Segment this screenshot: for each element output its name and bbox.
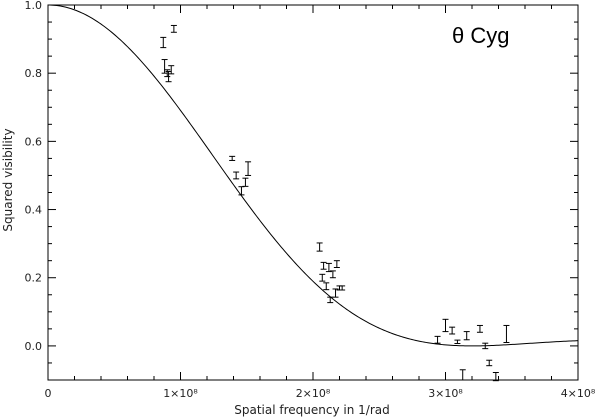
model-curve [47, 4, 579, 347]
data-point [329, 270, 336, 279]
y-tick-label: 0.6 [25, 135, 43, 148]
data-point [164, 69, 171, 78]
data-point [170, 24, 177, 33]
data-point [233, 171, 240, 180]
data-point [333, 260, 340, 268]
y-tick-label: 0.4 [25, 204, 43, 217]
data-point [486, 359, 493, 367]
data-point [327, 296, 334, 304]
data-point [339, 285, 346, 291]
data-point [161, 59, 168, 74]
data-point [503, 324, 510, 343]
x-tick-label: 3×10⁸ [428, 387, 463, 400]
data-point [160, 36, 167, 49]
data-points-layer [160, 24, 510, 382]
y-tick-label: 1.0 [25, 0, 43, 12]
data-point [454, 339, 461, 345]
data-point [442, 318, 449, 333]
data-point [229, 155, 236, 161]
data-point [459, 369, 466, 381]
y-tick-label: 0.2 [25, 272, 43, 285]
data-point [168, 65, 175, 75]
data-point [319, 273, 326, 282]
y-axis-label: Squared visibility [1, 128, 15, 231]
x-axis-ticks: 0 1×10⁸ 2×10⁸ 3×10⁸ 4×10⁸ [45, 5, 596, 400]
y-axis-ticks: 0.0 0.2 0.4 0.6 0.8 1.0 [25, 0, 578, 381]
x-tick-label: 1×10⁸ [163, 387, 198, 400]
x-tick-label: 0 [45, 387, 52, 400]
data-point [476, 324, 483, 333]
plot-border [47, 4, 579, 381]
data-point [332, 288, 339, 298]
x-axis-label: Spatial frequency in 1/rad [234, 403, 389, 417]
data-point [242, 177, 249, 187]
data-point [316, 242, 323, 252]
data-point [482, 342, 489, 350]
x-tick-label: 2×10⁸ [296, 387, 331, 400]
data-point [449, 326, 456, 335]
data-point [320, 261, 327, 270]
star-name-annotation: θ Cyg [452, 23, 509, 48]
y-tick-label: 0.0 [25, 340, 43, 353]
data-point [492, 372, 499, 382]
model-curve-layer [47, 4, 579, 347]
data-point [463, 331, 470, 341]
plot-frame [47, 4, 579, 381]
data-point [245, 161, 252, 176]
data-point [325, 262, 332, 273]
x-tick-label: 4×10⁸ [561, 387, 596, 400]
data-point [165, 70, 172, 83]
data-point [323, 282, 330, 291]
y-tick-label: 0.8 [25, 67, 43, 80]
data-point [434, 335, 441, 344]
